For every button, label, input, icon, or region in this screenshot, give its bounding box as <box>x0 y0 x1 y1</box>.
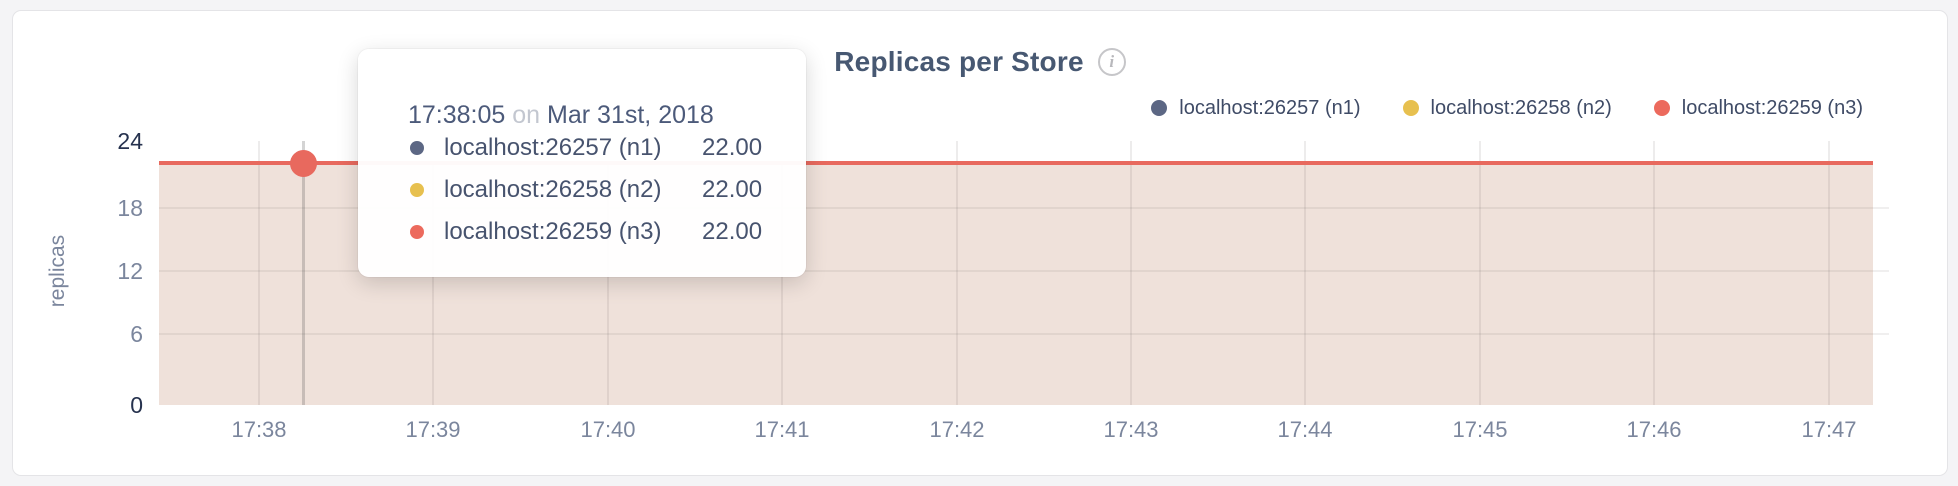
legend: localhost:26257 (n1) localhost:26258 (n2… <box>1151 95 1863 121</box>
y-tick: 24 <box>117 128 143 154</box>
hover-guideline <box>302 141 305 405</box>
tooltip-rows: localhost:26257 (n1) 22.00 localhost:262… <box>408 127 806 253</box>
series-line-n3 <box>159 161 1873 165</box>
legend-dot-icon <box>1151 100 1168 116</box>
x-tick: 17:42 <box>929 417 985 442</box>
info-icon[interactable]: i <box>1097 48 1126 76</box>
tooltip-timestamp: 17:38:05 on Mar 31st, 2018 <box>408 99 806 131</box>
gridline-horizontal <box>159 207 1889 209</box>
gridline-vertical <box>1304 141 1306 405</box>
legend-label: localhost:26258 (n2) <box>1430 96 1612 119</box>
chart-title: Replicas per Store <box>834 46 1084 77</box>
chart-card: Replicas per Store i localhost:26257 (n1… <box>12 10 1948 476</box>
y-tick: 6 <box>130 321 143 347</box>
y-tick: 12 <box>117 258 143 284</box>
hover-point-dot[interactable] <box>290 150 317 177</box>
series-dot-icon <box>410 225 424 239</box>
tooltip-series-value: 22.00 <box>702 176 763 203</box>
y-tick: 18 <box>117 195 143 221</box>
tooltip-time: 17:38:05 <box>408 101 506 129</box>
tooltip-series-name: localhost:26257 (n1) <box>444 134 662 161</box>
legend-item-n3[interactable]: localhost:26259 (n3) <box>1653 96 1863 120</box>
chart-header: Replicas per Store i <box>13 41 1947 83</box>
series-dot-icon <box>410 141 424 155</box>
x-tick: 17:40 <box>580 417 636 442</box>
gridline-vertical <box>1479 141 1481 405</box>
x-tick: 17:39 <box>405 417 461 442</box>
legend-dot-icon <box>1653 100 1670 116</box>
gridline-vertical <box>1828 141 1830 405</box>
x-tick: 17:46 <box>1626 417 1682 442</box>
series-dot-icon <box>410 183 424 197</box>
gridline-vertical <box>1653 141 1655 405</box>
tooltip-preposition: on <box>512 101 541 129</box>
x-tick: 17:44 <box>1277 417 1333 442</box>
y-tick: 0 <box>130 392 143 418</box>
gridline-vertical <box>956 141 958 405</box>
gridline-horizontal <box>159 333 1889 335</box>
x-tick: 17:43 <box>1103 417 1159 442</box>
gridline-horizontal <box>159 270 1889 272</box>
tooltip-series-name: localhost:26259 (n3) <box>444 218 662 245</box>
hover-tooltip: 17:38:05 on Mar 31st, 2018 localhost:262… <box>358 49 806 277</box>
x-tick: 17:41 <box>754 417 810 442</box>
legend-item-n2[interactable]: localhost:26258 (n2) <box>1402 96 1612 120</box>
legend-item-n1[interactable]: localhost:26257 (n1) <box>1151 96 1361 120</box>
tooltip-series-value: 22.00 <box>702 218 763 245</box>
legend-label: localhost:26257 (n1) <box>1179 96 1361 119</box>
tooltip-row: localhost:26257 (n1) 22.00 <box>408 127 806 169</box>
legend-label: localhost:26259 (n3) <box>1681 96 1863 119</box>
tooltip-series-name: localhost:26258 (n2) <box>444 176 662 203</box>
tooltip-series-value: 22.00 <box>702 134 763 161</box>
legend-dot-icon <box>1402 100 1419 116</box>
x-tick: 17:45 <box>1452 417 1508 442</box>
x-tick: 17:47 <box>1801 417 1857 442</box>
y-axis-label: replicas <box>46 234 69 308</box>
tooltip-date: Mar 31st, 2018 <box>547 101 714 129</box>
tooltip-row: localhost:26258 (n2) 22.00 <box>408 169 806 211</box>
x-tick: 17:38 <box>231 417 287 442</box>
gridline-vertical <box>258 141 260 405</box>
gridline-vertical <box>1130 141 1132 405</box>
tooltip-row: localhost:26259 (n3) 22.00 <box>408 211 806 253</box>
